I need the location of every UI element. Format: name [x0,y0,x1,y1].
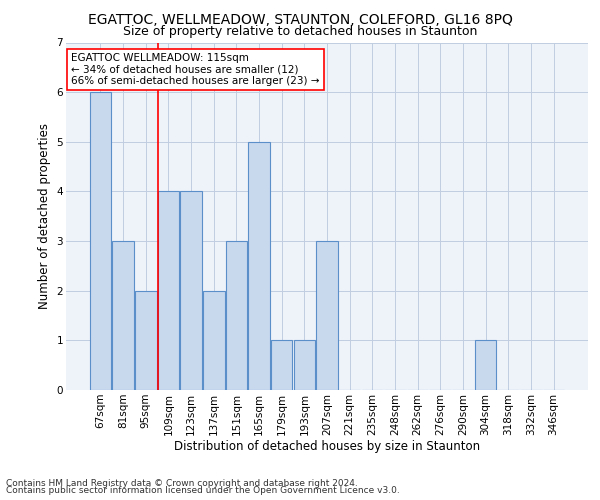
Text: EGATTOC, WELLMEADOW, STAUNTON, COLEFORD, GL16 8PQ: EGATTOC, WELLMEADOW, STAUNTON, COLEFORD,… [88,12,512,26]
Bar [135,290,157,390]
Text: Contains public sector information licensed under the Open Government Licence v3: Contains public sector information licen… [6,486,400,495]
Bar [248,142,270,390]
Text: Contains HM Land Registry data © Crown copyright and database right 2024.: Contains HM Land Registry data © Crown c… [6,478,358,488]
Bar [316,241,338,390]
Bar [226,241,247,390]
Bar [181,192,202,390]
Text: Size of property relative to detached houses in Staunton: Size of property relative to detached ho… [123,25,477,38]
Bar [203,290,224,390]
Bar [475,340,496,390]
Y-axis label: Number of detached properties: Number of detached properties [38,123,51,309]
Bar [90,92,111,390]
Bar [293,340,315,390]
Bar [112,241,134,390]
Bar [158,192,179,390]
X-axis label: Distribution of detached houses by size in Staunton: Distribution of detached houses by size … [174,440,480,454]
Bar [271,340,292,390]
Text: EGATTOC WELLMEADOW: 115sqm
← 34% of detached houses are smaller (12)
66% of semi: EGATTOC WELLMEADOW: 115sqm ← 34% of deta… [71,53,320,86]
